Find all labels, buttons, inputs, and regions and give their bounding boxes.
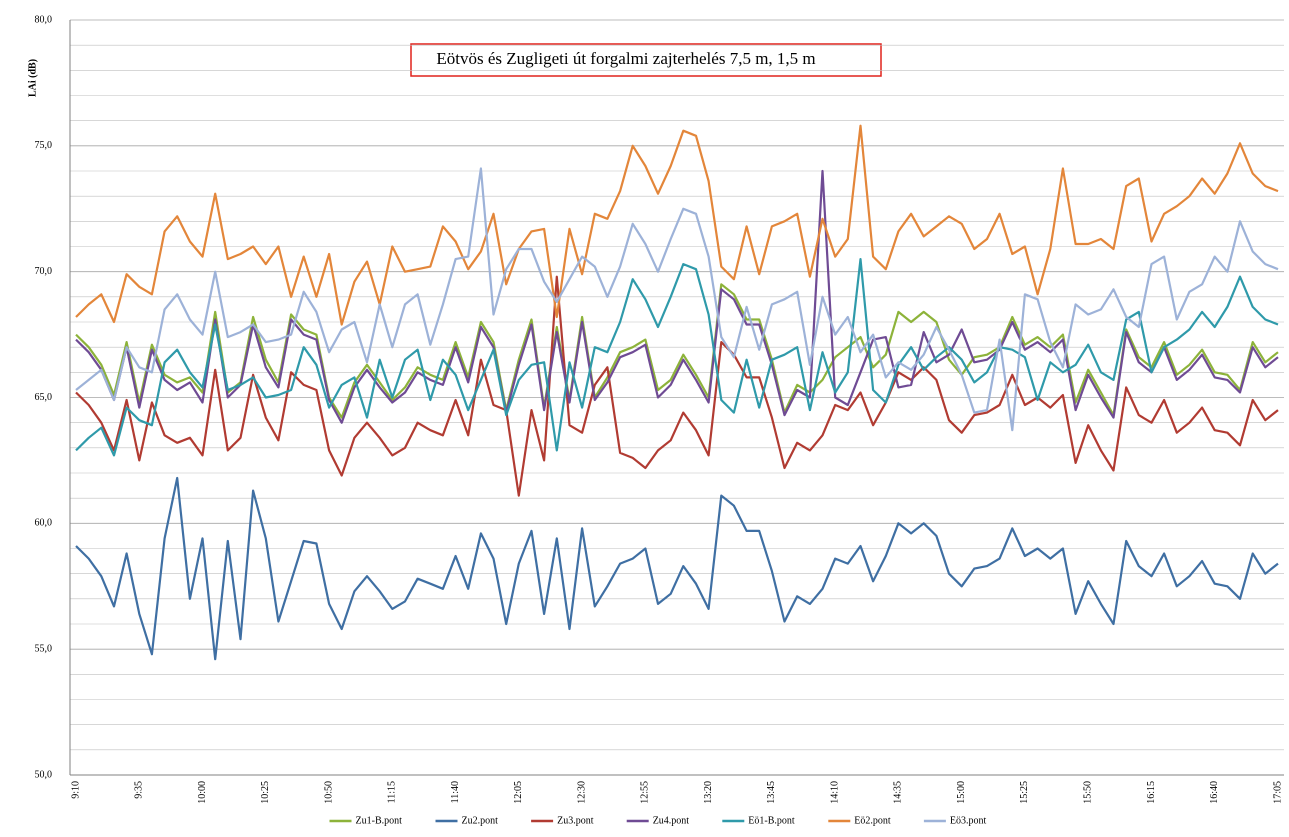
- x-tick-label: 9:35: [134, 781, 145, 799]
- legend-label: Eö1-B.pont: [748, 815, 795, 826]
- y-tick-label: 70,0: [35, 266, 53, 277]
- series-line: [75, 476, 1279, 661]
- series-line: [75, 258, 1279, 457]
- y-tick-label: 60,0: [35, 518, 53, 529]
- x-tick-label: 12:05: [513, 781, 524, 804]
- series-line: [75, 275, 1279, 497]
- x-tick-label: 12:55: [640, 781, 651, 804]
- y-tick-label: 55,0: [35, 643, 53, 654]
- x-tick-label: 13:20: [703, 781, 714, 804]
- y-tick-label: 75,0: [35, 140, 53, 151]
- series-line: [75, 169, 1279, 424]
- legend-label: Eö3.pont: [950, 815, 987, 826]
- x-tick-label: 15:50: [1083, 781, 1094, 804]
- x-tick-label: 13:45: [766, 781, 777, 804]
- legend-label: Zu2.pont: [462, 815, 499, 826]
- x-tick-label: 14:35: [893, 781, 904, 804]
- x-tick-label: 9:10: [70, 781, 81, 799]
- legend-label: Eö2.pont: [854, 815, 891, 826]
- x-tick-label: 15:00: [956, 781, 967, 804]
- x-tick-label: 16:40: [1209, 781, 1220, 804]
- title-box: [410, 43, 882, 77]
- y-tick-label: 65,0: [35, 392, 53, 403]
- x-tick-label: 16:15: [1146, 781, 1157, 804]
- y-axis-label: LAi (dB): [27, 59, 38, 97]
- x-tick-label: 11:15: [387, 781, 398, 803]
- legend-label: Zu4.pont: [653, 815, 690, 826]
- x-tick-label: 10:50: [323, 781, 334, 804]
- y-tick-label: 80,0: [35, 14, 53, 25]
- legend-label: Zu3.pont: [557, 815, 594, 826]
- x-tick-label: 17:05: [1272, 781, 1283, 804]
- x-tick-label: 14:10: [829, 781, 840, 804]
- series-line: [75, 283, 1279, 419]
- chart-title: Eötvös és Zugligeti út forgalmi zajterhe…: [436, 49, 815, 68]
- x-tick-label: 15:25: [1019, 781, 1030, 804]
- y-tick-label: 50,0: [35, 769, 53, 780]
- legend-label: Zu1-B.pont: [356, 815, 403, 826]
- series-line: [75, 124, 1279, 326]
- x-tick-label: 10:25: [260, 781, 271, 804]
- x-tick-label: 12:30: [576, 781, 587, 804]
- x-tick-label: 11:40: [450, 781, 461, 803]
- series-line: [75, 167, 1279, 432]
- x-tick-label: 10:00: [197, 781, 208, 804]
